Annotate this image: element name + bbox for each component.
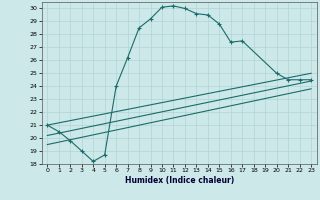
X-axis label: Humidex (Indice chaleur): Humidex (Indice chaleur): [124, 176, 234, 185]
